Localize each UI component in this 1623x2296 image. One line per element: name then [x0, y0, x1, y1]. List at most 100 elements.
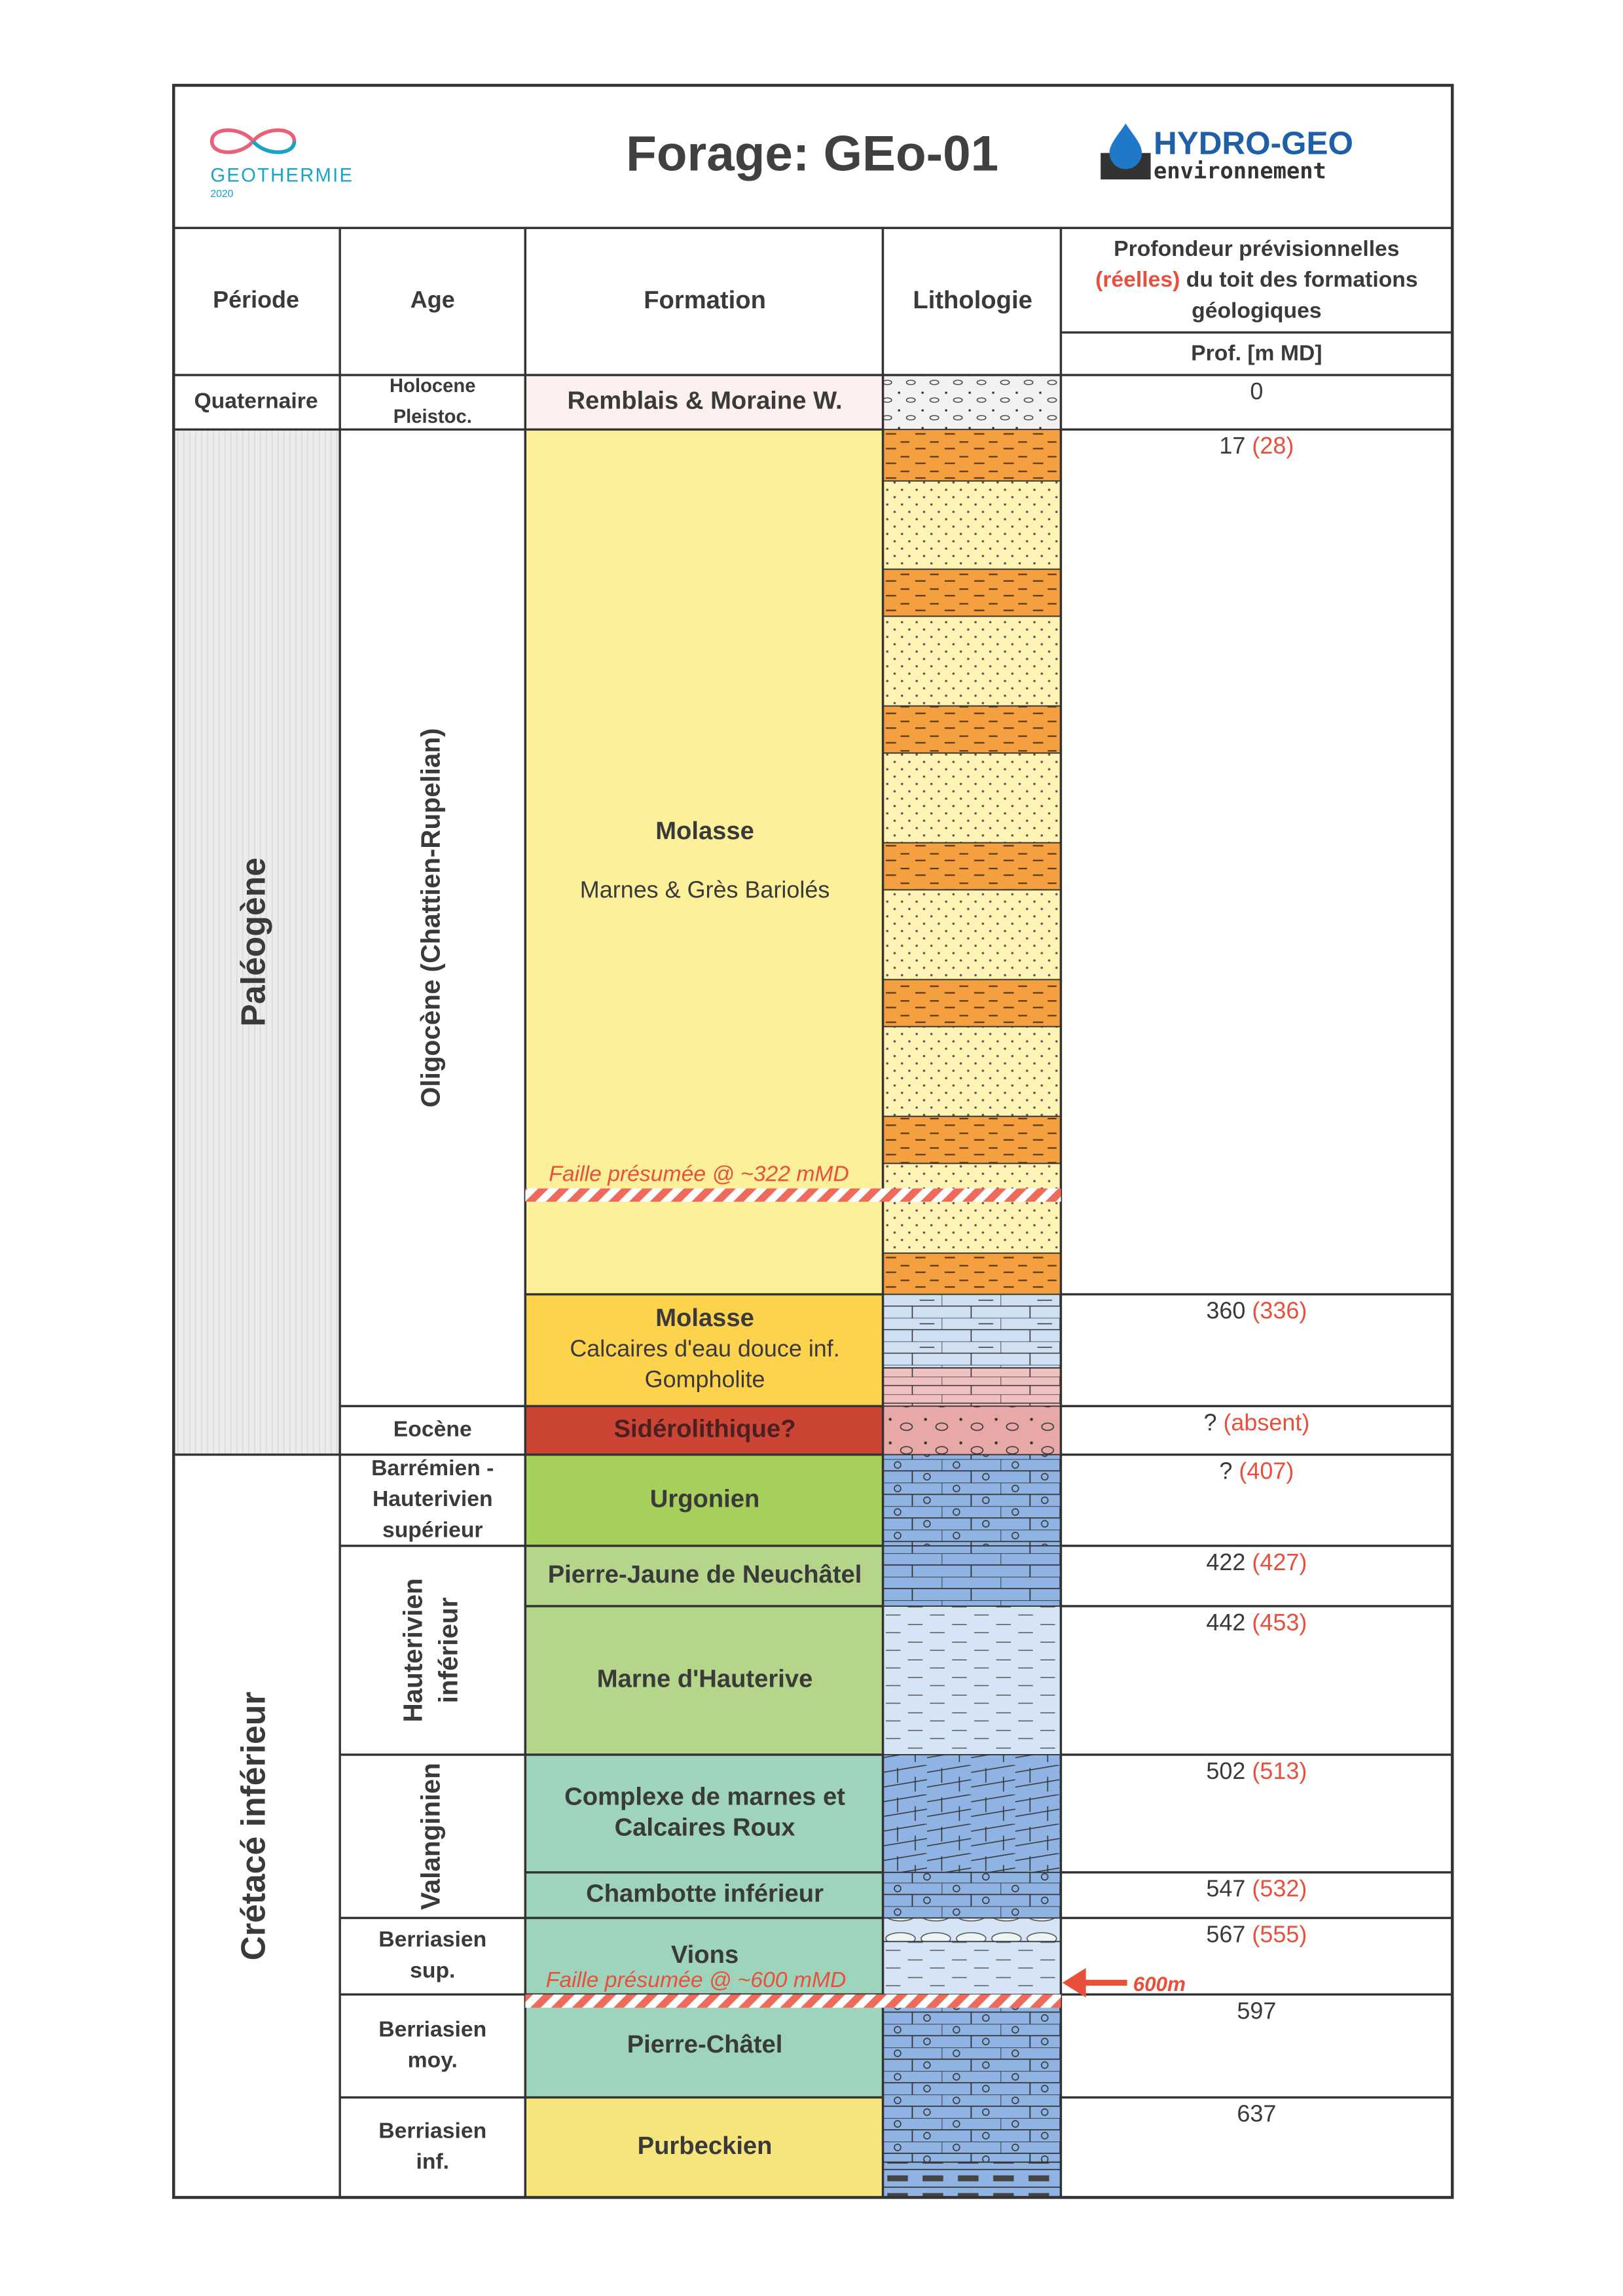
depth-cell — [1059, 1293, 1453, 1408]
lithology-layer — [882, 1941, 1062, 1996]
depth-real: (513) — [1252, 1757, 1307, 1784]
formation-name: Complexe de marnes et — [564, 1782, 845, 1810]
header-cell — [524, 226, 884, 376]
formation-cell — [524, 2096, 884, 2199]
depth-cell — [1059, 1993, 1453, 2099]
age-label: Holocene — [390, 376, 475, 397]
formation-name: Sidérolithique? — [614, 1415, 796, 1443]
header-box — [172, 84, 1453, 230]
formation-cell — [524, 1293, 884, 1408]
formation-cell — [524, 1605, 884, 1756]
depth-cell — [1059, 374, 1453, 431]
age-label: supérieur — [382, 1517, 483, 1542]
formation-name: Marne d'Hauterive — [597, 1665, 813, 1693]
geothermie-logo: GEOTHERMIE 2020 — [210, 128, 354, 200]
depth-planned: 442 — [1206, 1608, 1245, 1635]
fault-arrowhead — [1062, 1967, 1086, 1998]
logo-subtitle: environnement — [1154, 158, 1326, 183]
column-unit: Prof. [m MD] — [1191, 341, 1322, 366]
depth-cell — [1059, 1405, 1453, 1456]
formation-cell — [524, 1871, 884, 1920]
formation-cell — [524, 1993, 884, 2099]
fault-line — [525, 1994, 1061, 2008]
formation-name: Purbeckien — [638, 2132, 773, 2160]
depth-value: ? (absent) — [1203, 1408, 1309, 1435]
formation-cell — [524, 1453, 884, 1547]
column-header: Profondeur prévisionnelles — [1114, 236, 1399, 261]
age-label: Barrémien - — [371, 1456, 494, 1480]
period-cell — [172, 428, 341, 1456]
depth-value: 637 — [1237, 2100, 1276, 2126]
depth-value: 422 (427) — [1206, 1548, 1307, 1575]
depth-real: (555) — [1252, 1920, 1307, 1947]
depth-value: 547 (532) — [1206, 1874, 1307, 1901]
depth-real: (407) — [1239, 1457, 1294, 1484]
depth-planned: 422 — [1206, 1548, 1245, 1575]
lithology-layer — [882, 1917, 1062, 1943]
header-cell — [1059, 226, 1453, 376]
lithology-layer — [882, 1026, 1062, 1117]
age-label: Valanginien — [415, 1763, 445, 1910]
depth-planned: ? — [1219, 1457, 1232, 1484]
age-label: sup. — [410, 1958, 455, 1982]
lithology-layer — [882, 1871, 1062, 1919]
depth-value: 360 (336) — [1206, 1297, 1307, 1323]
column-header: Formation — [644, 286, 766, 314]
log-body: Quaternaire Paléogène Crétacé inférieur Hol… — [172, 84, 1454, 2199]
age-label: moy. — [408, 2047, 458, 2072]
depth-cell — [1059, 428, 1453, 1296]
hydrogeo-logo: HYDRO-GEO environnement — [1101, 123, 1353, 183]
header-part: du toit des formations — [1186, 267, 1418, 292]
lithology-layer — [882, 1367, 1062, 1407]
header-real: (réelles) — [1095, 267, 1180, 292]
fault-line — [525, 1188, 1061, 1202]
formation-name: Pierre-Jaune de Neuchâtel — [548, 1560, 862, 1588]
depth-real: (absent) — [1223, 1408, 1309, 1435]
formation-name: Pierre-Châtel — [627, 2030, 783, 2058]
logo-symbol — [251, 139, 297, 154]
lithology-layer — [882, 705, 1062, 754]
formation-cell — [524, 1916, 884, 1996]
age-label: Pleistoc. — [393, 406, 472, 427]
formation-name: Calcaires Roux — [615, 1814, 795, 1842]
lithology-layer — [882, 752, 1062, 844]
lithology-layer — [882, 1252, 1062, 1295]
lithology-layer — [882, 842, 1062, 891]
depth-cell — [1059, 1453, 1453, 1547]
depth-cell — [1059, 2096, 1453, 2199]
depth-planned: 502 — [1206, 1757, 1245, 1784]
depth-planned: 637 — [1237, 2100, 1276, 2126]
depth-real: (453) — [1252, 1608, 1307, 1635]
lithology-layer — [882, 978, 1062, 1028]
depth-cell — [1059, 1753, 1453, 1874]
fault-label: Faille présumée @ ~600 mMD — [546, 1967, 847, 1992]
formation-name: Chambotte inférieur — [586, 1880, 824, 1908]
lithology-layer — [882, 1162, 1062, 1254]
lithology-layer — [882, 429, 1062, 482]
column-headers: Période Age Formation Lithologie Profond… — [172, 226, 1453, 376]
lithology-layer — [882, 1994, 1062, 2163]
column-header: (réelles) du toit des formations — [1095, 267, 1418, 292]
formation-cell — [524, 374, 884, 431]
fault-label: Faille présumée @ ~322 mMD — [549, 1161, 849, 1186]
lithology-layer — [882, 1454, 1062, 1547]
formation-name: Remblais & Moraine W. — [567, 387, 842, 415]
age-label: Eocène — [393, 1416, 472, 1441]
depth-real: (532) — [1252, 1874, 1307, 1901]
header-cell — [881, 226, 1063, 376]
logo-name: GEOTHERMIE — [210, 165, 354, 186]
lithology-layer — [882, 615, 1062, 707]
logo-name: HYDRO-GEO — [1154, 126, 1353, 162]
depth-planned: ? — [1203, 1408, 1216, 1435]
age-cell — [338, 1993, 527, 2099]
age-label: inférieur — [433, 1597, 463, 1703]
column-header: Age — [410, 286, 455, 313]
age-label: Berriasien — [378, 2118, 486, 2143]
formation-description: Calcaires d'eau douce inf. — [570, 1335, 839, 1362]
lithology-layer — [882, 1545, 1062, 1607]
age-cell — [338, 1545, 527, 1756]
title: Forage: GEo-01 — [626, 126, 998, 182]
age-label: Hauterivien — [373, 1486, 493, 1511]
